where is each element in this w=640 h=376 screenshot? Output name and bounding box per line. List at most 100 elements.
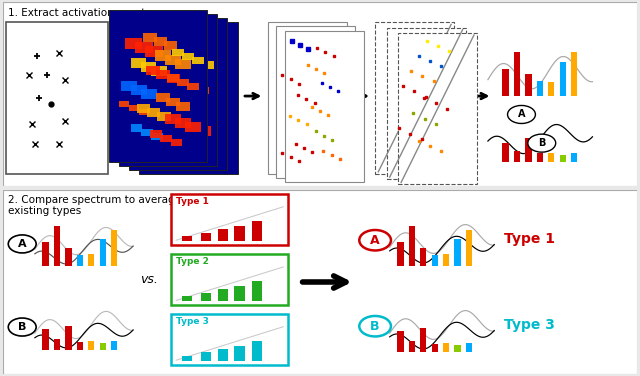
Bar [151, 133, 163, 140]
Circle shape [8, 318, 36, 336]
Bar [218, 229, 228, 241]
Bar [161, 70, 177, 80]
Bar [218, 349, 228, 361]
Bar [177, 102, 190, 111]
Text: 1. Extract activation spectrum: 1. Extract activation spectrum [8, 8, 167, 18]
Circle shape [8, 235, 36, 253]
Bar [548, 153, 554, 162]
Bar [129, 105, 139, 111]
Text: Type 3: Type 3 [504, 318, 555, 332]
Text: B: B [371, 320, 380, 333]
Bar [161, 135, 172, 142]
Bar [147, 108, 161, 117]
Bar [147, 66, 160, 75]
Bar [182, 356, 192, 361]
Bar [131, 85, 147, 95]
Bar [234, 226, 244, 241]
Bar [111, 229, 117, 267]
Bar [182, 296, 192, 301]
Bar [131, 124, 143, 132]
Bar [121, 81, 136, 91]
Bar [77, 342, 83, 350]
Circle shape [528, 134, 556, 152]
Bar [177, 79, 191, 87]
Bar [145, 46, 163, 57]
Bar [170, 139, 182, 146]
Bar [109, 10, 207, 162]
Bar [420, 247, 426, 267]
Bar [171, 314, 288, 365]
Bar [171, 254, 288, 305]
Bar [431, 255, 438, 267]
Bar [502, 143, 509, 162]
Text: Type 1: Type 1 [176, 197, 209, 206]
Bar [197, 87, 209, 94]
Bar [171, 194, 288, 245]
Bar [537, 81, 543, 96]
Bar [6, 22, 108, 174]
Bar [166, 74, 180, 83]
Text: Type 3: Type 3 [176, 317, 209, 326]
Bar [149, 113, 159, 120]
Bar [525, 74, 532, 96]
Bar [155, 50, 171, 61]
Bar [187, 106, 200, 115]
Bar [409, 226, 415, 267]
Bar [177, 79, 189, 86]
Bar [571, 52, 577, 96]
Bar [252, 221, 262, 241]
Bar [375, 22, 454, 174]
Bar [443, 254, 449, 267]
Bar [167, 74, 179, 82]
Text: B: B [18, 322, 26, 332]
Bar [129, 18, 227, 170]
Bar [252, 341, 262, 361]
Text: B: B [538, 138, 545, 148]
Bar [65, 326, 72, 350]
Bar [454, 345, 461, 352]
Bar [525, 138, 532, 162]
Bar [165, 114, 180, 124]
Text: A: A [371, 234, 380, 247]
Bar [234, 286, 244, 301]
Circle shape [508, 105, 536, 123]
Bar [186, 63, 202, 73]
Bar [202, 61, 214, 68]
Bar [175, 118, 191, 128]
Bar [431, 344, 438, 352]
Bar [252, 282, 262, 301]
Bar [537, 153, 543, 162]
Bar [182, 236, 192, 241]
Bar [514, 150, 520, 162]
Bar [571, 153, 577, 162]
Bar [397, 242, 404, 267]
Bar [88, 341, 95, 350]
Bar [136, 104, 150, 113]
Bar [201, 352, 211, 361]
Text: Type 1: Type 1 [504, 232, 555, 246]
Bar [188, 83, 199, 90]
Bar [548, 82, 554, 96]
Bar [161, 137, 173, 144]
Bar [141, 89, 157, 99]
Bar [201, 232, 211, 241]
Bar [195, 126, 211, 136]
Bar [155, 50, 173, 61]
Bar [514, 52, 520, 96]
Bar [151, 66, 166, 76]
Bar [125, 38, 143, 49]
Bar [88, 254, 95, 267]
Text: A: A [518, 109, 525, 120]
Bar [119, 14, 218, 166]
Bar [387, 28, 466, 179]
Bar [234, 346, 244, 361]
Bar [268, 22, 348, 174]
Text: A: A [18, 239, 26, 249]
Circle shape [359, 230, 391, 250]
Bar [172, 49, 184, 56]
Bar [143, 33, 157, 42]
Text: Type 2: Type 2 [176, 258, 209, 267]
Bar [559, 62, 566, 96]
Bar [201, 293, 211, 301]
Circle shape [359, 316, 391, 337]
